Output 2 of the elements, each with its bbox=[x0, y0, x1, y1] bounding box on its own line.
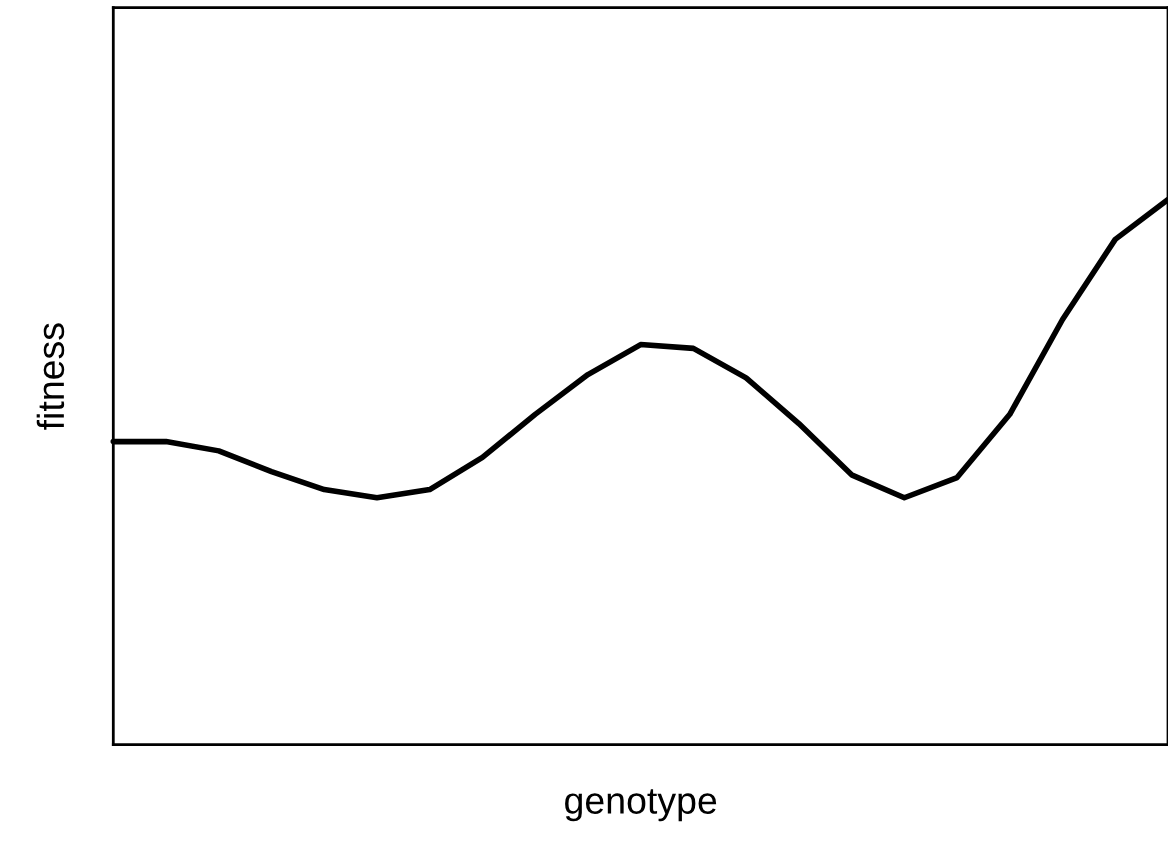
y-axis-title: fitness bbox=[36, 323, 65, 430]
x-axis-title: genotype bbox=[565, 789, 717, 822]
